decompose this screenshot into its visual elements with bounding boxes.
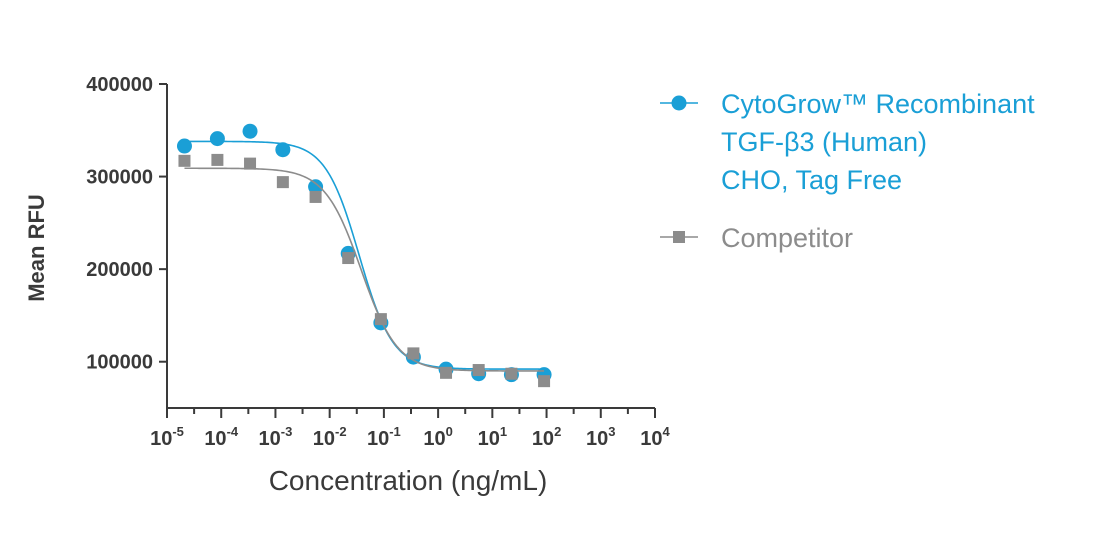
plot-area [176,123,552,388]
data-point-series-1 [209,131,225,147]
x-tick-exponent: -5 [172,424,184,439]
legend-marker-series-1 [671,95,687,111]
data-point-series-2 [440,366,453,379]
data-point-series-2 [538,375,551,388]
data-point-series-2 [505,367,518,380]
x-tick-exponent: -2 [335,424,347,439]
data-point-series-2 [244,157,257,170]
x-tick-exponent: 0 [446,424,453,439]
x-tick-base: 10 [586,428,608,450]
legend-label-series-1: TGF-β3 (Human) [721,127,927,157]
data-point-series-2 [309,190,322,203]
x-tick-exponent: 3 [608,424,615,439]
x-tick-label: 102 [532,424,561,450]
x-tick-base: 10 [532,428,554,450]
legend-label-series-2: Competitor [721,223,853,253]
x-tick-label: 103 [586,424,615,450]
y-tick-label: 400000 [86,74,153,96]
x-tick-exponent: -3 [281,424,293,439]
x-tick-exponent: 4 [663,424,671,439]
data-point-series-2 [211,153,224,166]
data-point-series-1 [308,179,324,195]
data-point-series-1 [275,142,291,158]
x-tick-label: 100 [423,424,452,450]
x-axis-title: Concentration (ng/mL) [269,465,548,496]
data-point-series-2 [342,252,355,265]
data-point-series-2 [407,347,420,360]
y-tick-label: 300000 [86,167,153,189]
fit-curve-series-2 [184,167,545,372]
x-tick-label: 10-1 [367,424,401,450]
x-tick-base: 10 [259,428,281,450]
x-tick-exponent: -4 [227,424,239,439]
x-tick-label: 10-4 [204,424,239,450]
x-tick-base: 10 [204,428,226,450]
x-tick-label: 10-5 [150,424,184,450]
legend-label-series-1: CytoGrow™ Recombinant [721,89,1035,119]
x-tick-exponent: -1 [389,424,401,439]
data-point-series-2 [472,364,485,377]
x-tick-base: 10 [150,428,172,450]
y-tick-label: 200000 [86,259,153,281]
x-tick-base: 10 [423,428,445,450]
legend-label-series-1: CHO, Tag Free [721,165,902,195]
y-axis-title: Mean RFU [24,194,49,302]
x-tick-label: 101 [478,424,507,450]
legend: CytoGrow™ Recombinant TGF-β3 (Human) CHO, … [660,89,1035,253]
x-tick-exponent: 1 [500,424,507,439]
y-tick-label: 100000 [86,352,153,374]
data-point-series-2 [276,176,289,189]
data-point-series-2 [178,154,191,167]
data-point-series-1 [242,123,258,139]
x-tick-label: 104 [640,424,670,450]
x-tick-base: 10 [367,428,389,450]
x-tick-base: 10 [640,428,662,450]
data-point-series-2 [374,313,387,326]
x-tick-label: 10-3 [259,424,293,450]
fit-curve-series-1 [184,140,545,370]
x-tick-label: 10-2 [313,424,347,450]
x-tick-base: 10 [478,428,500,450]
x-tick-base: 10 [313,428,335,450]
data-point-series-1 [176,138,192,154]
x-tick-exponent: 2 [554,424,561,439]
legend-marker-series-2 [673,231,685,243]
